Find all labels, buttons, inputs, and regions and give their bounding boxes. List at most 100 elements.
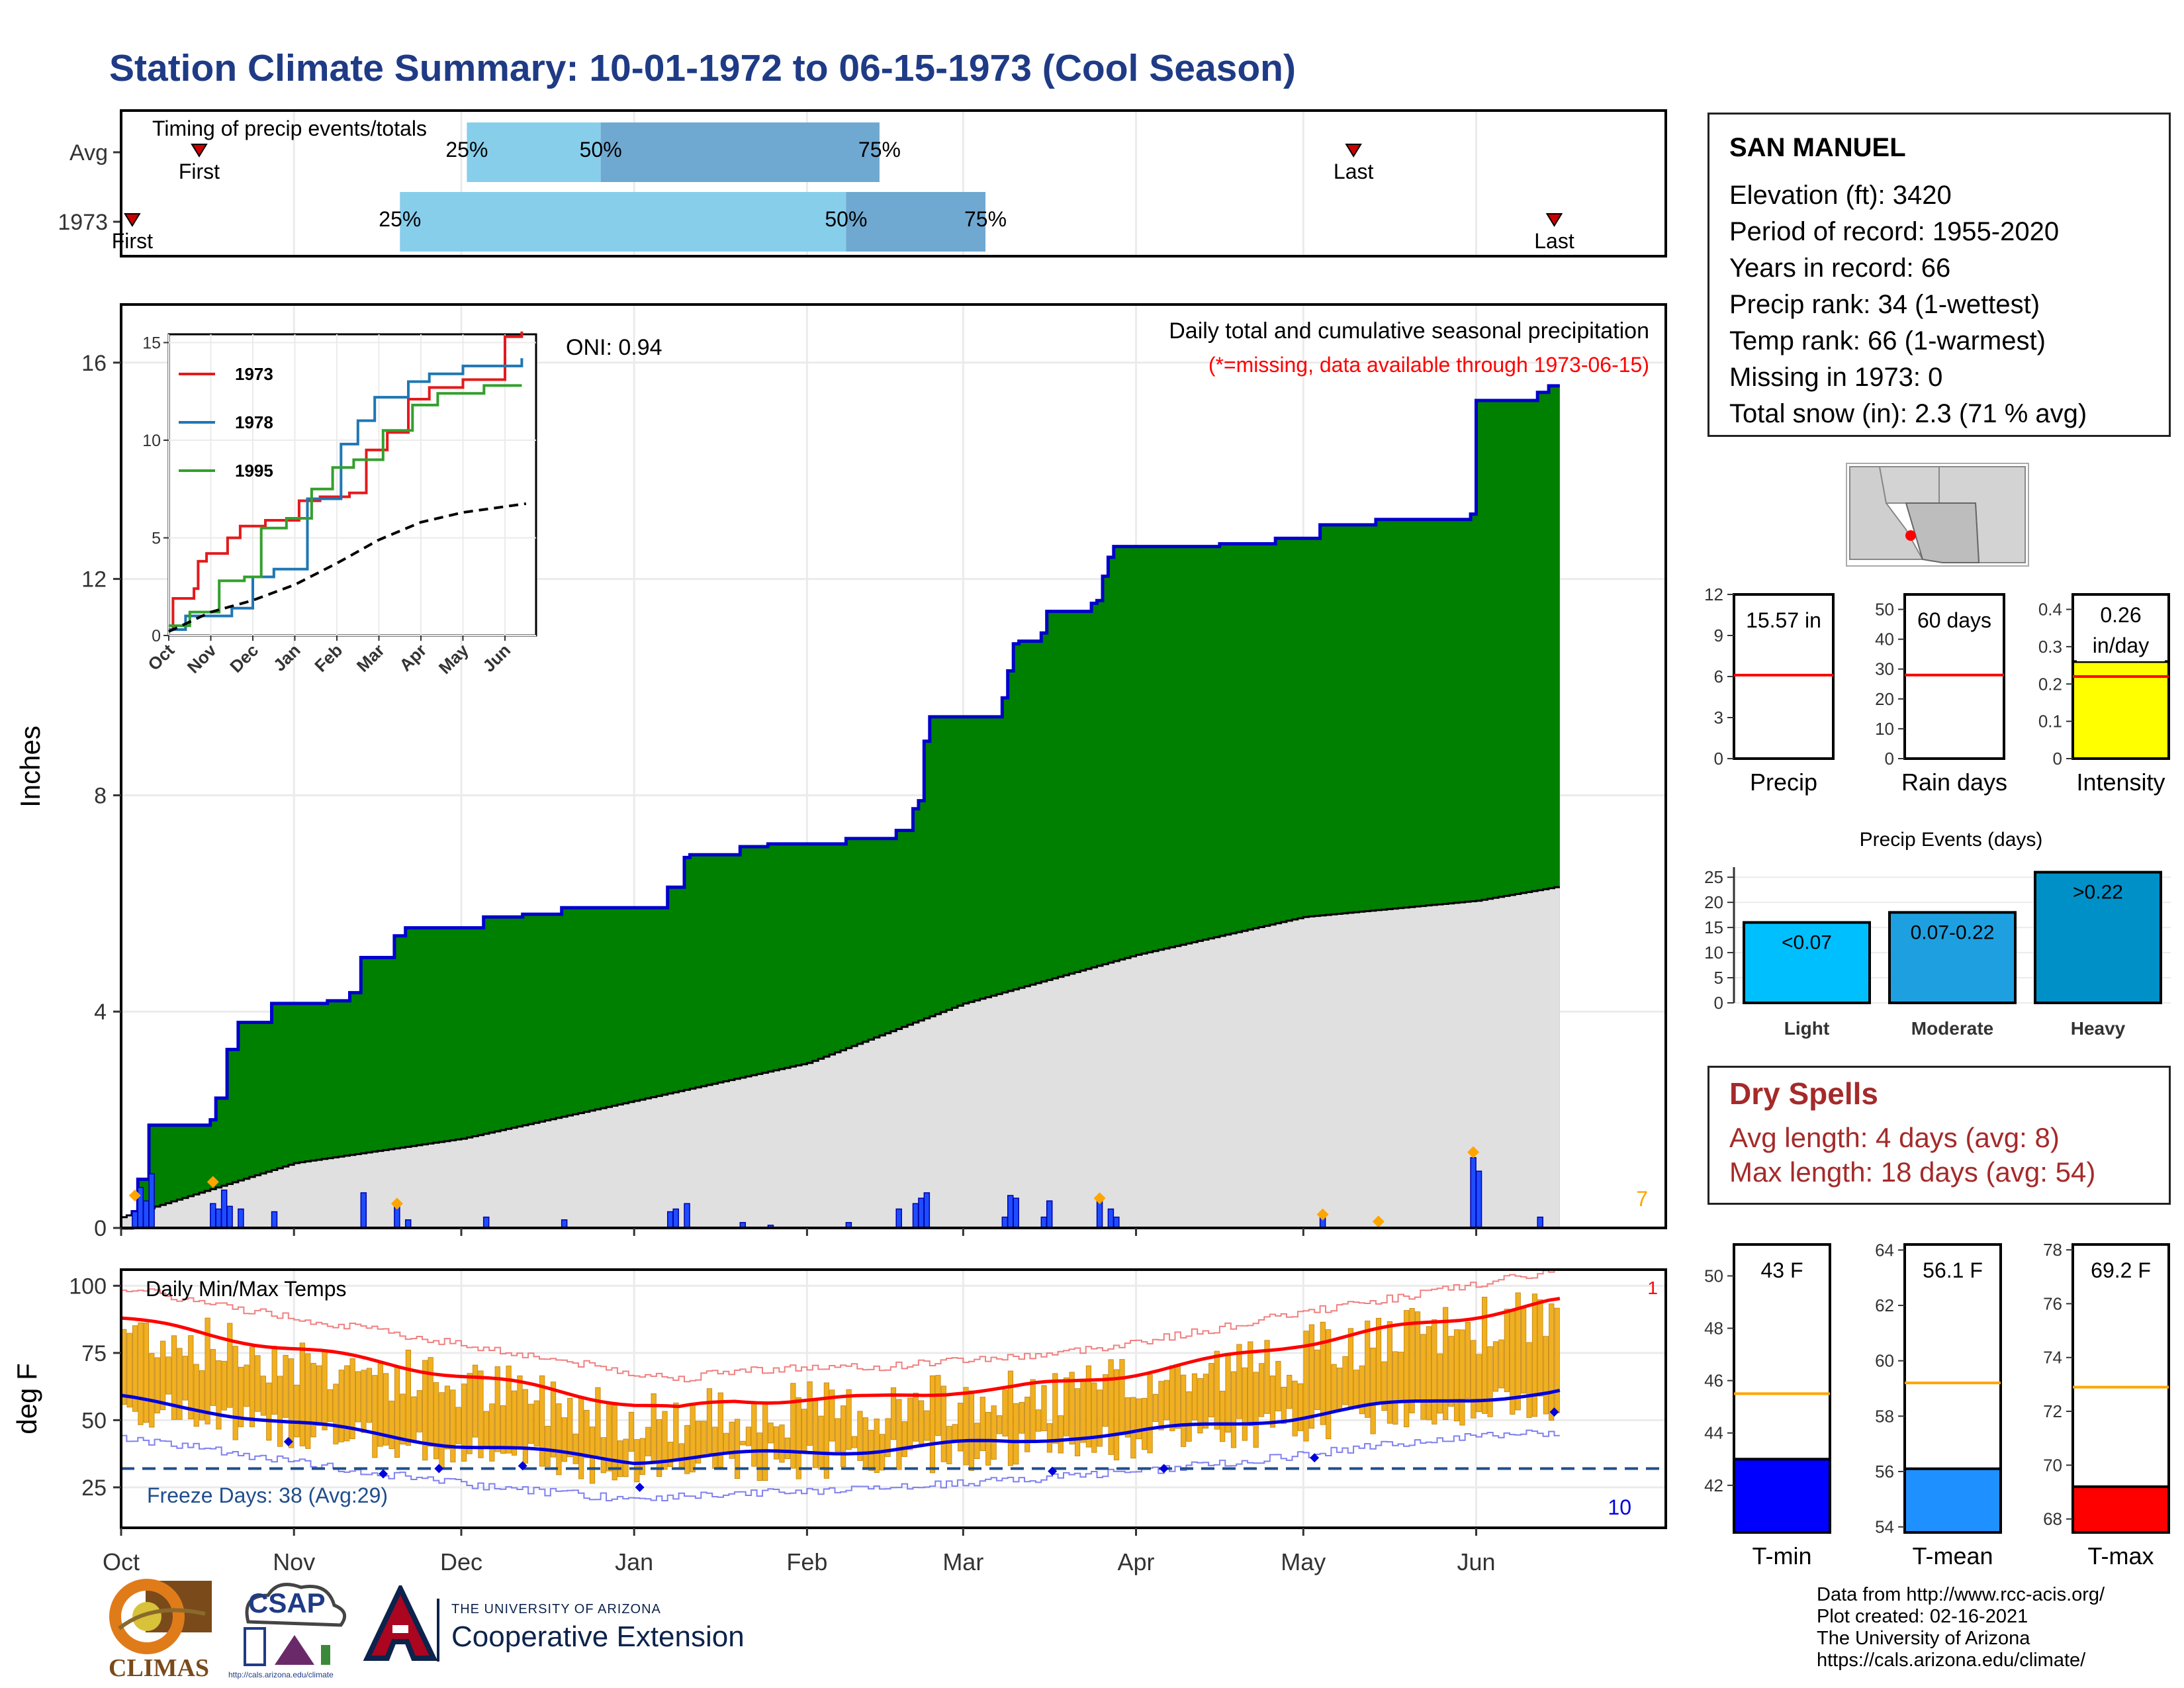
temp-count-high: 1 xyxy=(1647,1278,1658,1298)
gauge-t-mean-fill xyxy=(1903,1467,2002,1534)
daily-temp-bar xyxy=(985,1412,991,1466)
inset-legend-label-1973: 1973 xyxy=(235,364,273,384)
daily-precip-bar xyxy=(142,1200,150,1229)
precip-events-bar-heavy xyxy=(2034,870,2162,1005)
daily-temp-bar xyxy=(550,1382,557,1458)
precip-events-category-heavy: Heavy xyxy=(2071,1018,2126,1039)
daily-temp-bar xyxy=(344,1365,350,1442)
gauge-rain-days-tick-label: 0 xyxy=(1885,749,1894,769)
gauge-t-mean-value-text: 56.1 F xyxy=(1923,1258,1983,1282)
daily-temp-bar xyxy=(450,1389,456,1463)
precip-events-bar-label-heavy: >0.22 xyxy=(2073,882,2123,904)
daily-temp-bar xyxy=(1197,1378,1203,1434)
inset-legend-label-1995: 1995 xyxy=(235,461,273,481)
station-name: SAN MANUEL xyxy=(1729,133,1906,162)
gauge-t-min-tick-label: 50 xyxy=(1704,1266,1723,1286)
daily-precip-bar xyxy=(672,1208,679,1229)
ua-logo-divider xyxy=(437,1599,439,1662)
freeze-label: Freeze Days: 38 (Avg:29) xyxy=(147,1483,388,1507)
daily-temp-bar xyxy=(1169,1365,1175,1431)
daily-precip-bar xyxy=(1001,1216,1009,1229)
daily-temp-bar xyxy=(1013,1403,1019,1465)
event-diamond xyxy=(128,1189,141,1201)
credit-url: https://cals.arizona.edu/climate/ xyxy=(1817,1650,2086,1671)
daily-temp-bar xyxy=(1097,1389,1103,1447)
daily-temp-bar xyxy=(216,1360,222,1430)
ua-a-icon xyxy=(363,1582,438,1661)
dry-spells-box: Dry Spells Avg length: 4 days (avg: 8) M… xyxy=(1707,1066,2171,1205)
daily-temp-bar xyxy=(996,1415,1003,1434)
daily-temp-bar xyxy=(1482,1296,1488,1414)
gauge-rain-days-label: Rain days xyxy=(1901,769,2007,796)
daily-temp-bar xyxy=(929,1375,936,1474)
daily-temp-bar xyxy=(1158,1381,1164,1430)
daily-temp-bar xyxy=(561,1417,567,1462)
dry-spells-max: Max length: 18 days (avg: 54) xyxy=(1729,1156,2096,1188)
gauge-t-max-tick-label: 78 xyxy=(2043,1240,2062,1260)
daily-temp-bar xyxy=(756,1432,762,1481)
daily-temp-bar xyxy=(1203,1374,1208,1429)
daily-precip-bar xyxy=(684,1203,690,1229)
daily-temp-bar xyxy=(862,1417,868,1468)
precip-ylabel: Inches xyxy=(15,726,46,808)
daily-precip-bar xyxy=(360,1192,367,1229)
daily-temp-bar xyxy=(478,1370,484,1458)
daily-temp-bar xyxy=(255,1355,261,1412)
temp-xtick-label: Jan xyxy=(615,1548,653,1575)
daily-precip-bar xyxy=(1013,1197,1019,1229)
precip-events-tick-label: 5 xyxy=(1714,968,1723,988)
daily-temp-bar xyxy=(773,1426,780,1460)
daily-temp-bar xyxy=(1487,1346,1493,1417)
timing-avg-last-label: Last xyxy=(1334,160,1374,183)
daily-temp-bar xyxy=(958,1403,964,1452)
daily-temp-bar xyxy=(500,1405,506,1454)
daily-temp-bar xyxy=(901,1421,907,1457)
ua-logo-big: Cooperative Extension xyxy=(451,1620,745,1653)
daily-temp-bar xyxy=(740,1440,746,1446)
daily-temp-bar xyxy=(924,1410,930,1441)
timing-1973-q1-bar xyxy=(400,192,846,252)
daily-temp-bar xyxy=(533,1400,539,1447)
timing-avg-label-75: 75% xyxy=(858,138,901,162)
daily-temp-bar xyxy=(1465,1321,1471,1399)
credits: Data from http://www.rcc-acis.org/ Plot … xyxy=(1817,1584,2105,1671)
gauge-intensity-value-text: 0.26 xyxy=(2100,603,2141,627)
daily-temp-bar xyxy=(528,1403,534,1444)
daily-precip-bar xyxy=(923,1192,931,1229)
daily-temp-bar xyxy=(706,1388,713,1454)
map-nevada-utah xyxy=(1878,466,1940,504)
daily-temp-bar xyxy=(266,1382,272,1441)
daily-temp-bar xyxy=(790,1383,796,1469)
daily-temp-bar xyxy=(723,1432,729,1453)
daily-temp-bar xyxy=(283,1354,289,1418)
timing-avg-q2-bar xyxy=(600,122,880,182)
gauge-t-mean-tick-label: 58 xyxy=(1875,1406,1894,1426)
precip-events-bar-label-moderate: 0.07-0.22 xyxy=(1911,921,1995,943)
daily-temp-bar xyxy=(333,1383,339,1444)
precip-ytick-label: 8 xyxy=(94,783,107,808)
daily-temp-bar xyxy=(1459,1329,1465,1426)
daily-temp-bar xyxy=(1471,1340,1477,1419)
event-diamond xyxy=(1467,1146,1480,1158)
daily-precip-bar xyxy=(1096,1200,1103,1229)
gauge-rain-days-tick-label: 20 xyxy=(1875,689,1894,709)
gauge-t-min-tick-label: 42 xyxy=(1704,1476,1723,1495)
daily-temp-bar xyxy=(1365,1321,1371,1418)
daily-temp-bar xyxy=(132,1325,138,1412)
gauge-intensity-tick-label: 0 xyxy=(2053,749,2062,769)
gauge-precip-tick-label: 9 xyxy=(1714,626,1723,645)
daily-temp-bar xyxy=(1119,1359,1125,1433)
event-diamond xyxy=(1093,1192,1106,1205)
gauge-t-mean-tick-label: 62 xyxy=(1875,1295,1894,1315)
daily-temp-bar xyxy=(227,1323,233,1408)
daily-temp-bar xyxy=(171,1335,177,1420)
temp-ytick-label: 50 xyxy=(81,1408,107,1433)
timing-1973-q2-bar xyxy=(846,192,986,252)
daily-temp-bar xyxy=(801,1409,807,1451)
gauge-rain-days-fill xyxy=(1903,593,2005,760)
record-low-diamond xyxy=(379,1469,388,1479)
csap-logo-text: CSAP xyxy=(248,1587,326,1618)
daily-temp-bar xyxy=(193,1364,199,1427)
timing-avg-last-marker xyxy=(1345,144,1362,158)
daily-temp-bar xyxy=(935,1375,941,1436)
